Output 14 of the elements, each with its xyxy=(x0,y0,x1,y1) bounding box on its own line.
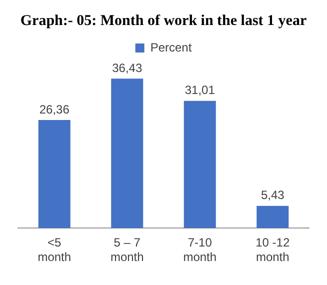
data-label: 26,36 xyxy=(39,102,70,116)
x-tick-label: 5 – 7 month xyxy=(110,236,144,264)
bar xyxy=(38,120,70,228)
bar xyxy=(184,100,216,228)
bar xyxy=(111,78,144,228)
legend-label: Percent xyxy=(150,40,192,54)
data-label: 31,01 xyxy=(184,83,216,98)
x-tick-label: 7-10 month xyxy=(183,236,217,264)
x-tick-label: <5 month xyxy=(38,236,72,264)
bar xyxy=(256,206,289,228)
data-label: 5,43 xyxy=(260,188,285,202)
chart-title: Graph:- 05: Month of work in the last 1 year xyxy=(20,12,307,29)
x-tick-label: 10 -12 month xyxy=(256,236,290,264)
data-label: 36,43 xyxy=(112,60,142,75)
